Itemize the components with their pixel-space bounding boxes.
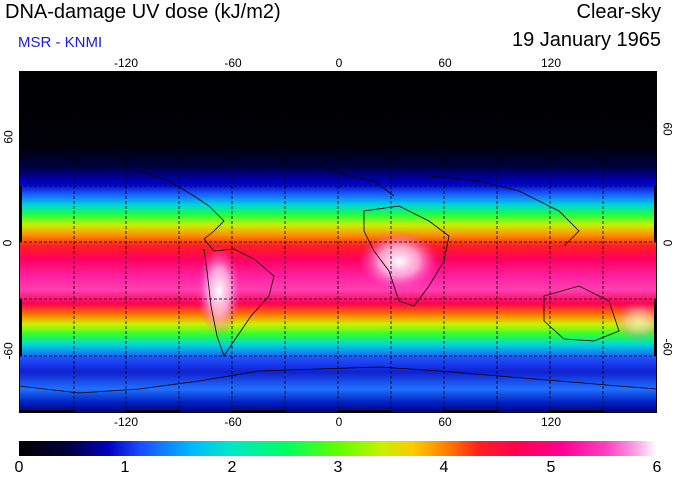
lon-tick-bottom: -60 — [224, 415, 242, 429]
europe-coast — [318, 165, 395, 197]
asia-coast — [428, 175, 580, 247]
australia-coast — [543, 285, 620, 342]
lon-tick-top: -120 — [113, 56, 139, 70]
africa-high-uv-area — [359, 231, 439, 291]
colorbar-label: 6 — [652, 459, 662, 476]
map-border — [19, 71, 657, 413]
lat-tick-left: 0 — [0, 239, 15, 247]
coastlines — [19, 165, 657, 394]
colorbar-label: 5 — [546, 459, 556, 476]
graticule — [19, 71, 657, 413]
colorbar-label: 2 — [227, 459, 237, 476]
map-title: DNA-damage UV dose (kJ/m2) — [5, 1, 281, 23]
lat-tick-right: 0 — [660, 239, 675, 247]
lon-tick-bottom: 0 — [335, 415, 343, 429]
lon-tick-bottom: 60 — [438, 415, 452, 429]
colorbar — [19, 441, 657, 456]
lat-tick-right: -60 — [660, 338, 675, 356]
antarctica-coast — [19, 366, 657, 394]
south-america-coast — [203, 238, 275, 357]
date-label: 19 January 1965 — [511, 29, 661, 51]
africa-coast — [363, 205, 450, 307]
source-label: MSR - KNMI — [18, 34, 103, 51]
lon-tick-top: 0 — [335, 56, 343, 70]
pacific-high-uv-area — [614, 301, 657, 341]
lon-tick-bottom: 120 — [540, 415, 562, 429]
andes-high-uv-area — [197, 246, 241, 336]
colorbar-label: 1 — [120, 459, 130, 476]
lon-tick-top: 120 — [540, 56, 562, 70]
lon-tick-top: -60 — [224, 56, 242, 70]
lat-tick-left: -60 — [1, 342, 16, 360]
colorbar-label: 3 — [333, 459, 343, 476]
lat-tick-right: 60 — [660, 122, 675, 136]
lon-tick-top: 60 — [438, 56, 452, 70]
lon-tick-bottom: -120 — [113, 415, 139, 429]
lat-tick-left: 60 — [1, 130, 16, 144]
sky-condition-label: Clear-sky — [576, 1, 661, 23]
colorbar-label: 4 — [439, 459, 449, 476]
colorbar-gradient — [19, 441, 657, 456]
north-america-coast — [138, 170, 225, 240]
uv-dose-map — [19, 71, 657, 413]
colorbar-label: 0 — [14, 459, 24, 476]
